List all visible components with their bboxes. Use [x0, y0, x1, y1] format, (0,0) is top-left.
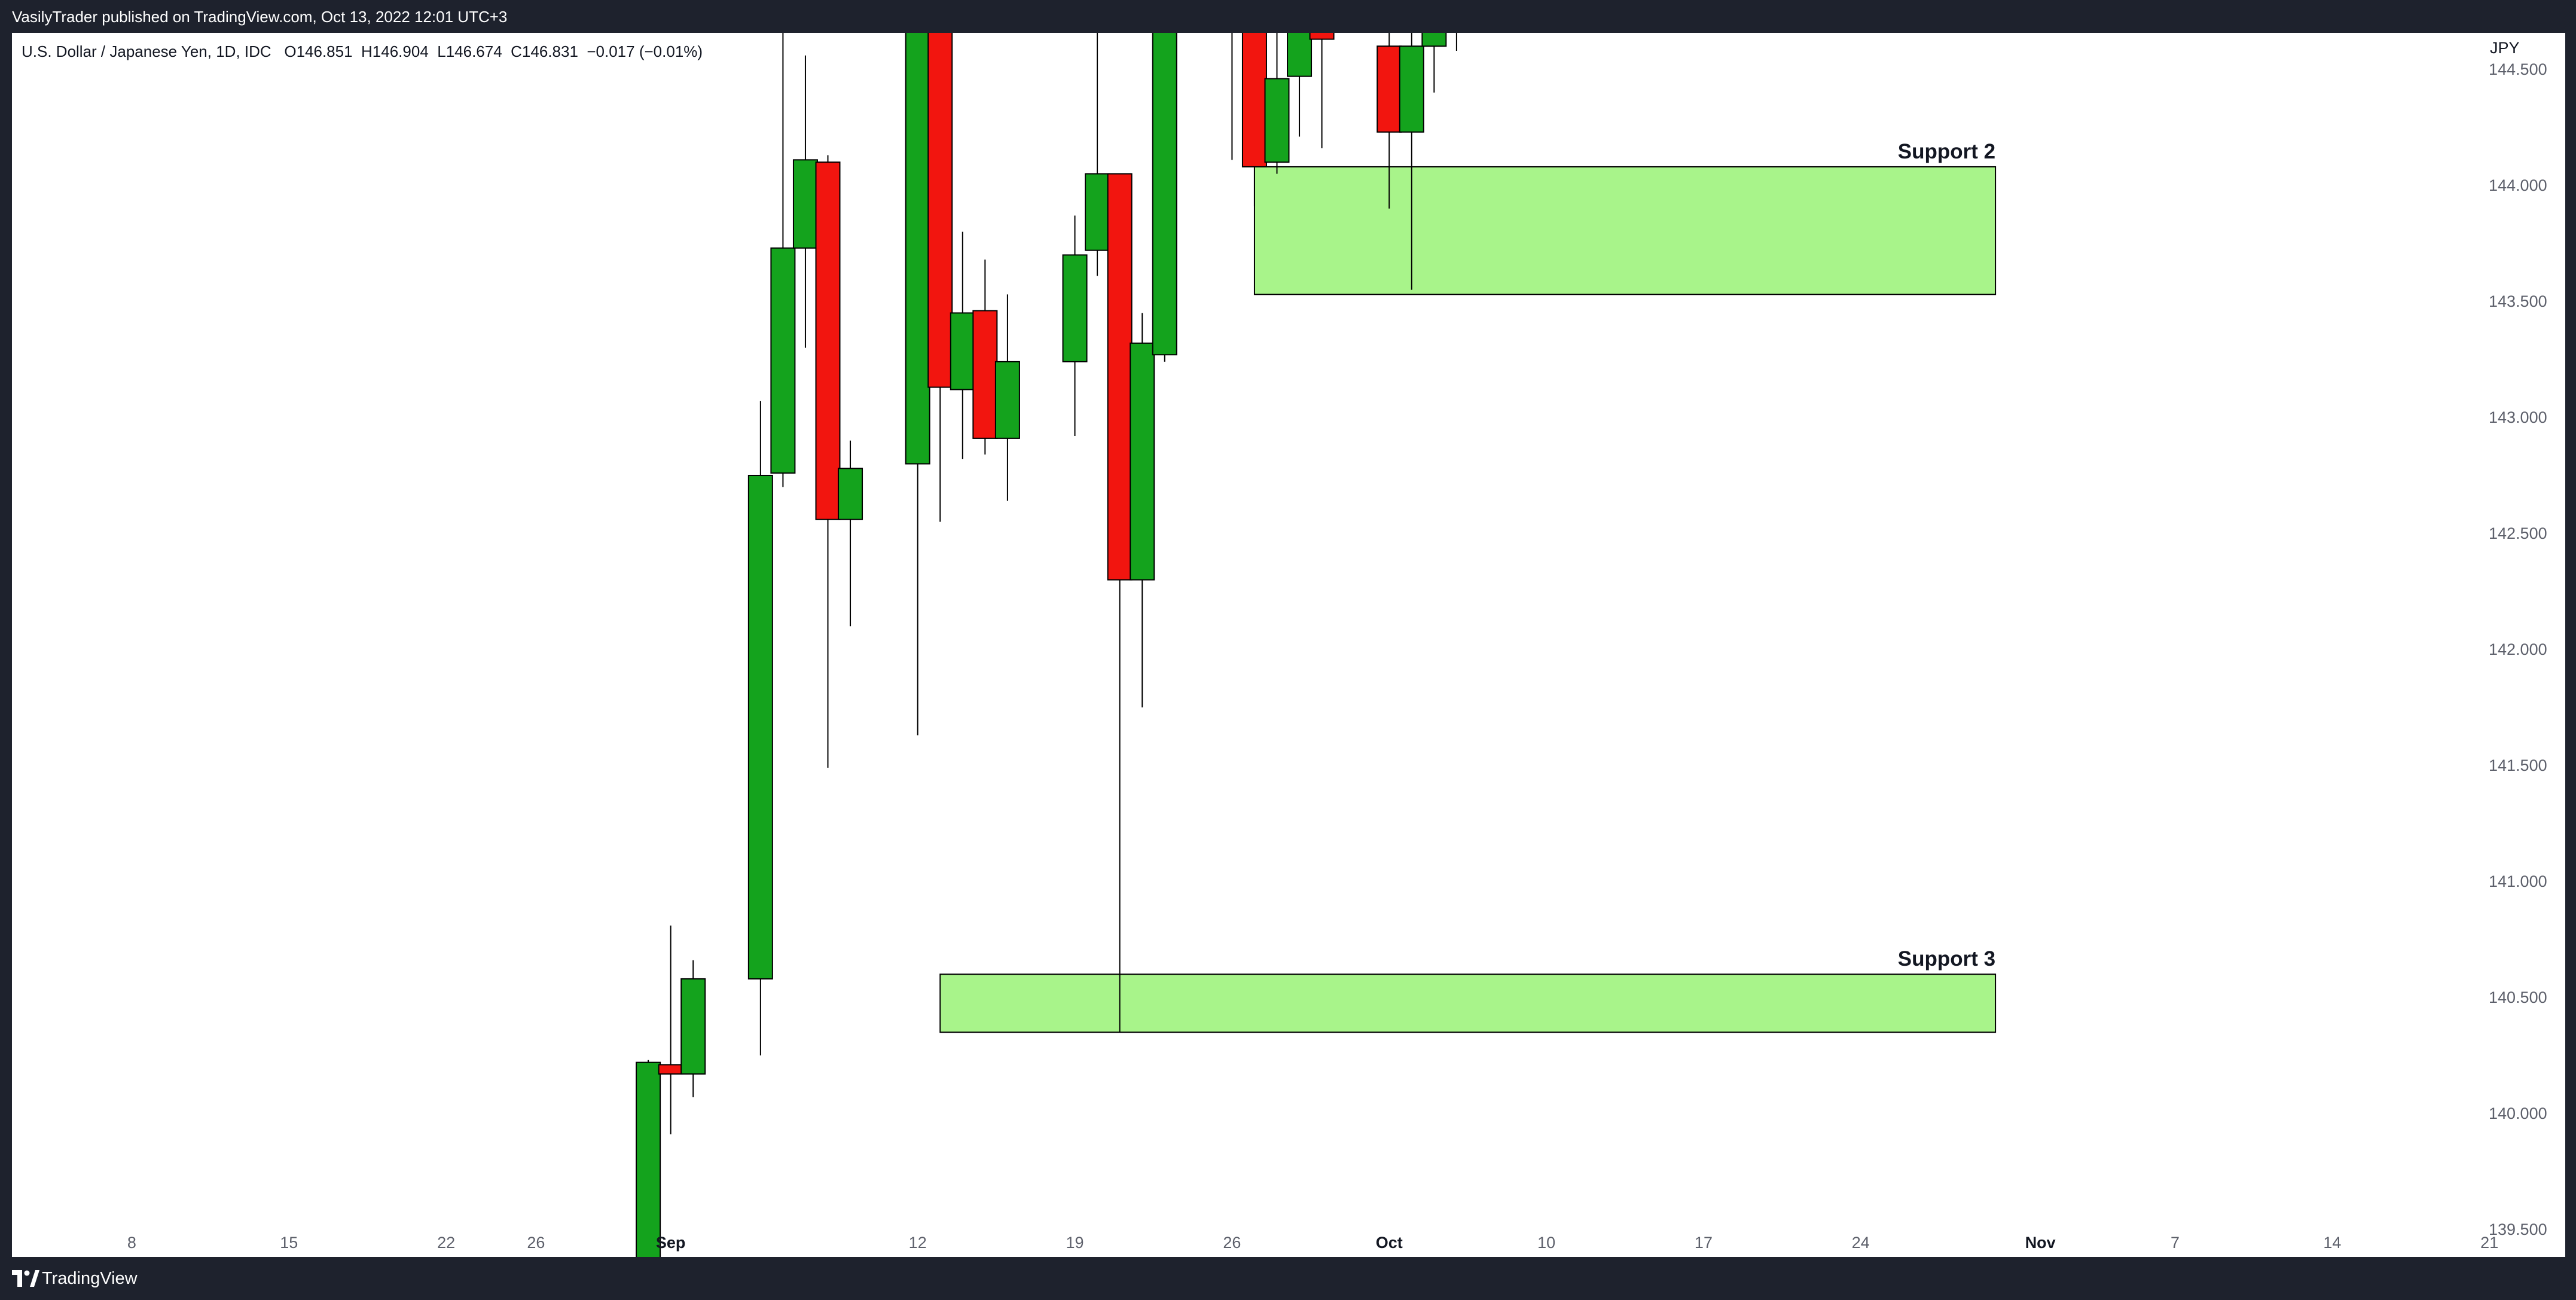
footer-brand[interactable]: TradingView	[42, 1269, 138, 1288]
candle-body	[1107, 173, 1133, 581]
legend-change: −0.017 (−0.01%)	[587, 42, 703, 60]
candle-body	[994, 361, 1020, 439]
candle-body	[792, 159, 818, 249]
candle-body	[815, 161, 841, 520]
candle-body	[747, 475, 773, 979]
publish-header: VasilyTrader published on TradingView.co…	[0, 0, 2576, 33]
x-tick-label: Oct	[1376, 1234, 1403, 1252]
footer-bar: TradingView	[0, 1257, 2576, 1300]
legend-symbol[interactable]: U.S. Dollar / Japanese Yen, 1D, IDC	[22, 42, 271, 60]
x-tick-label: 19	[1066, 1234, 1084, 1252]
support-zone-3	[1253, 166, 1997, 295]
y-tick-label: 140.000	[2489, 1104, 2547, 1122]
candle-body	[1287, 33, 1313, 77]
zone-label: Support 3	[1898, 947, 1995, 971]
candle-body	[636, 1061, 661, 1257]
legend-high: H146.904	[361, 42, 429, 60]
symbol-legend: U.S. Dollar / Japanese Yen, 1D, IDC O146…	[22, 42, 703, 61]
x-tick-label: 15	[280, 1234, 298, 1252]
candle-body	[1241, 33, 1267, 167]
x-tick-label: 7	[2171, 1234, 2180, 1252]
x-tick-label: 24	[1852, 1234, 1870, 1252]
candle-body	[1309, 33, 1335, 40]
y-tick-label: 141.500	[2489, 756, 2547, 774]
x-tick-label: 8	[127, 1234, 136, 1252]
currency-label[interactable]: JPY	[2490, 39, 2520, 57]
x-tick-label: 26	[1223, 1234, 1241, 1252]
x-tick-label: 21	[2480, 1234, 2498, 1252]
publish-info: VasilyTrader published on TradingView.co…	[12, 8, 508, 26]
y-tick-label: 141.000	[2489, 872, 2547, 890]
candle-body	[927, 33, 953, 388]
candle-body	[905, 33, 930, 465]
candle-body	[1376, 45, 1402, 133]
y-tick-label: 140.500	[2489, 988, 2547, 1006]
legend-open: O146.851	[284, 42, 353, 60]
y-tick-label: 139.500	[2489, 1220, 2547, 1238]
x-tick-label: 26	[527, 1234, 545, 1252]
x-tick-label: 14	[2323, 1234, 2341, 1252]
candle-body	[680, 978, 706, 1075]
candle-body	[658, 1064, 683, 1075]
y-tick-label: 142.000	[2489, 640, 2547, 658]
x-tick-label: 10	[1537, 1234, 1555, 1252]
candle-body	[1399, 45, 1424, 133]
x-tick-label: Nov	[2025, 1234, 2056, 1252]
candle-body	[950, 312, 975, 390]
x-tick-label: 22	[437, 1234, 455, 1252]
tradingview-logo-icon[interactable]	[12, 1268, 39, 1289]
candle-body	[838, 468, 863, 520]
candle-body	[1130, 342, 1155, 581]
candle-body	[1421, 33, 1447, 47]
x-tick-label: Sep	[656, 1234, 686, 1252]
zone-label: Support 2	[1898, 140, 1995, 163]
y-tick-label: 143.000	[2489, 408, 2547, 426]
candle-body	[972, 310, 998, 439]
legend-close: C146.831	[511, 42, 578, 60]
candle-body	[1264, 78, 1290, 163]
legend-low: L146.674	[437, 42, 502, 60]
candle-body	[1152, 33, 1177, 356]
candle-body	[1085, 173, 1110, 251]
y-tick-label: 144.000	[2489, 176, 2547, 194]
candle-body	[1062, 254, 1088, 362]
support-zone-4	[939, 974, 1997, 1033]
candle-body	[770, 247, 796, 474]
x-tick-label: 17	[1695, 1234, 1713, 1252]
y-tick-label: 144.500	[2489, 60, 2547, 78]
y-tick-label: 142.500	[2489, 524, 2547, 542]
y-tick-label: 143.500	[2489, 292, 2547, 310]
x-tick-label: 12	[909, 1234, 927, 1252]
